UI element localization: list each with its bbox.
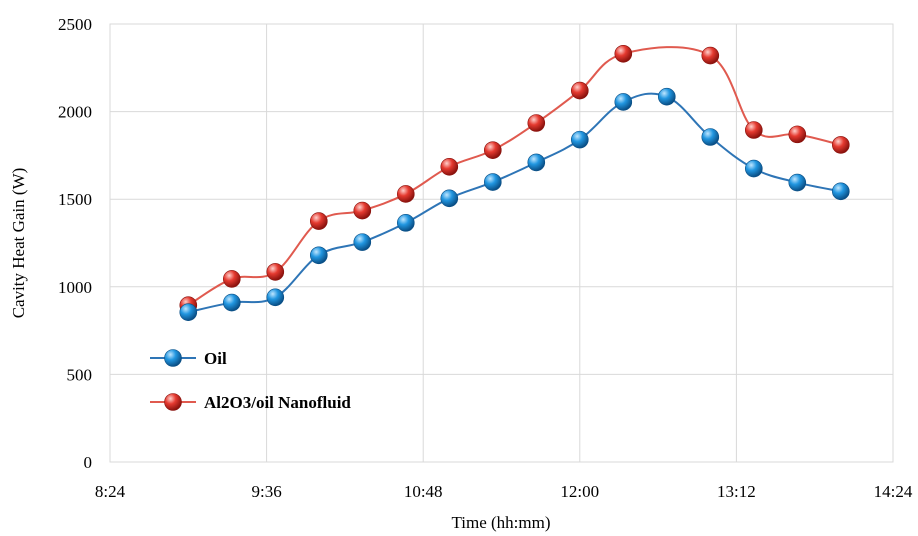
data-point xyxy=(744,159,763,178)
data-point xyxy=(788,173,807,192)
legend-marker xyxy=(164,349,182,367)
y-tick-label: 500 xyxy=(67,365,93,384)
data-point xyxy=(614,93,633,111)
data-point xyxy=(440,189,459,208)
plot-area xyxy=(109,23,894,463)
data-point xyxy=(657,87,676,106)
x-axis-ticks: 8:24 9:36 10:48 12:00 13:12 14:24 xyxy=(95,482,913,501)
y-tick-label: 2500 xyxy=(58,15,92,34)
y-axis-title: Cavity Heat Gain (W) xyxy=(9,168,28,319)
data-point xyxy=(309,212,328,230)
series-layer xyxy=(179,44,850,322)
data-point xyxy=(266,263,285,281)
data-point xyxy=(309,246,328,265)
data-point xyxy=(614,44,633,63)
legend-label: Oil xyxy=(204,349,227,368)
data-point xyxy=(701,128,720,146)
data-point xyxy=(744,121,763,139)
data-point xyxy=(483,141,502,159)
x-tick-label: 12:00 xyxy=(560,482,599,501)
x-tick-label: 14:24 xyxy=(874,482,913,501)
x-tick-label: 9:36 xyxy=(251,482,281,501)
data-point xyxy=(570,130,589,149)
legend-marker xyxy=(164,393,182,411)
series-nanofluid xyxy=(179,44,850,314)
legend-label: Al2O3/oil Nanofluid xyxy=(204,393,351,412)
data-point xyxy=(788,125,807,144)
data-point xyxy=(396,185,415,203)
data-point xyxy=(831,182,850,201)
x-tick-label: 10:48 xyxy=(404,482,443,501)
data-point xyxy=(179,303,198,322)
legend: Oil Al2O3/oil Nanofluid xyxy=(150,349,351,412)
data-point xyxy=(223,270,241,288)
series-oil xyxy=(179,87,850,322)
data-point xyxy=(831,136,850,154)
data-point xyxy=(353,233,372,251)
data-point xyxy=(396,214,415,232)
y-tick-label: 2000 xyxy=(58,103,92,122)
data-point xyxy=(266,288,285,307)
data-point xyxy=(440,157,459,176)
y-tick-label: 0 xyxy=(84,453,93,472)
legend-item: Al2O3/oil Nanofluid xyxy=(150,393,351,412)
y-tick-label: 1000 xyxy=(58,278,92,297)
data-point xyxy=(353,201,372,220)
x-axis-title: Time (hh:mm) xyxy=(451,513,550,532)
x-tick-label: 8:24 xyxy=(95,482,126,501)
y-tick-label: 1500 xyxy=(58,190,92,209)
data-point xyxy=(223,293,241,312)
gridlines xyxy=(110,24,893,462)
data-point xyxy=(570,81,589,100)
data-point xyxy=(527,114,546,132)
legend-item: Oil xyxy=(150,349,227,368)
data-point xyxy=(527,153,546,172)
x-tick-label: 13:12 xyxy=(717,482,756,501)
series-line xyxy=(188,92,841,314)
data-point xyxy=(701,46,720,65)
y-axis-ticks: 0 500 1000 1500 2000 2500 xyxy=(58,15,92,472)
data-point xyxy=(483,173,502,191)
